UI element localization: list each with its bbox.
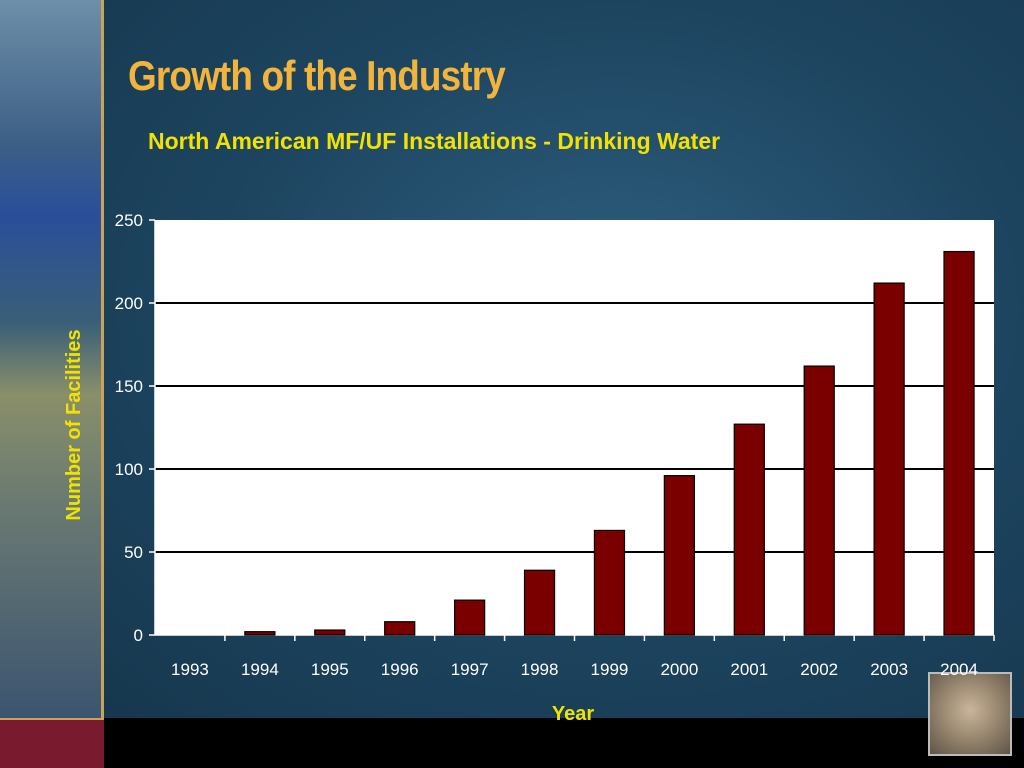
x-tick-label: 2002: [800, 660, 838, 679]
plot-area: [155, 220, 994, 635]
bar-2000: [663, 475, 696, 636]
bar-1994: [244, 631, 276, 636]
bar-1997: [453, 599, 486, 636]
x-tick-label: 1999: [591, 660, 629, 679]
y-tick-label: 0: [134, 626, 143, 645]
side-photo-strip: [0, 0, 104, 718]
footer-bar: [104, 718, 1024, 768]
y-tick-label: 150: [115, 377, 143, 396]
x-tick-label: 1994: [241, 660, 279, 679]
chart-title: North American MF/UF Installations - Dri…: [148, 128, 721, 154]
bar-2004: [943, 250, 975, 636]
bar-1999: [593, 529, 626, 636]
x-tick-label: 1995: [311, 660, 349, 679]
x-tick-label: 1997: [451, 660, 489, 679]
y-tick-label: 250: [115, 211, 143, 230]
y-axis-label: Number of Facilities: [63, 329, 85, 520]
x-tick-label: 2000: [660, 660, 698, 679]
bar-1996: [384, 621, 416, 636]
bar-2003: [873, 282, 905, 636]
footer-photo: [928, 672, 1012, 756]
bar-1995: [314, 629, 346, 636]
x-tick-label: 2003: [870, 660, 908, 679]
y-tick-label: 50: [124, 543, 143, 562]
y-tick-label: 200: [115, 294, 143, 313]
x-tick-label: 2004: [940, 660, 978, 679]
x-tick-label: 1996: [381, 660, 419, 679]
page-title: Growth of the Industry: [128, 52, 506, 99]
x-axis-label: Year: [552, 703, 594, 725]
x-tick-label: 1993: [171, 660, 209, 679]
x-tick-label: 1998: [521, 660, 559, 679]
footer-accent-block: [0, 718, 104, 768]
bar-2002: [803, 365, 835, 636]
bar-1998: [523, 569, 556, 636]
bar-2001: [733, 423, 765, 636]
y-tick-label: 100: [115, 460, 143, 479]
x-tick-label: 2001: [730, 660, 768, 679]
